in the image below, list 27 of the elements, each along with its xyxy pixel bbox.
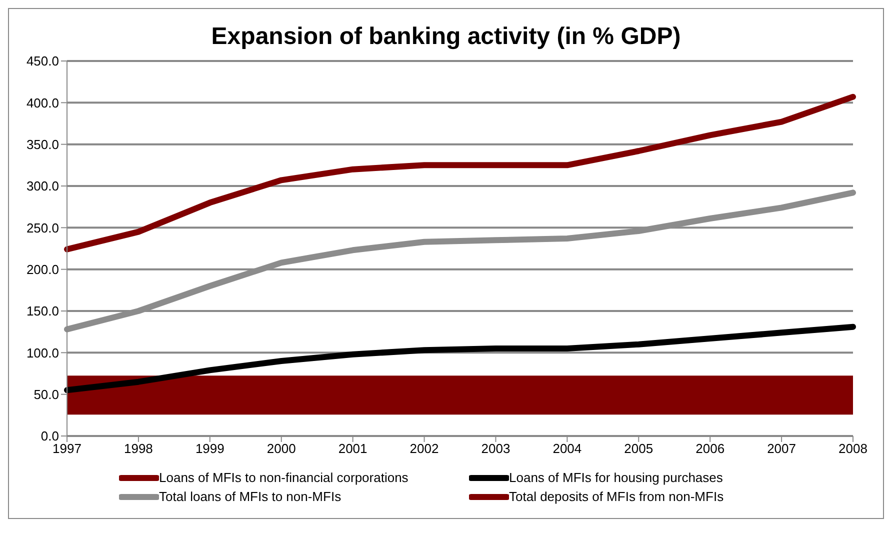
x-tick-label: 2001 xyxy=(338,441,368,456)
y-tick-label: 0.0 xyxy=(40,428,59,444)
y-tick-label: 300.0 xyxy=(26,178,59,194)
legend-label: Total loans of MFIs to non-MFIs xyxy=(159,489,342,504)
y-tick-label: 200.0 xyxy=(26,262,59,277)
x-tick-label: 2008 xyxy=(838,441,868,456)
x-tick-label: 2003 xyxy=(481,441,510,456)
y-tick-label: 100.0 xyxy=(26,345,59,360)
legend-label: Loans of MFIs to non-financial corporations xyxy=(159,470,408,485)
x-tick-label: 2000 xyxy=(266,441,296,456)
y-tick-label: 450.0 xyxy=(26,54,59,69)
x-tick-label: 2007 xyxy=(767,441,796,456)
x-tick-label: 2005 xyxy=(624,441,654,456)
x-tick-label: 1997 xyxy=(52,441,82,456)
y-tick-label: 150.0 xyxy=(26,304,59,319)
x-tick-label: 2004 xyxy=(552,441,582,456)
y-tick-label: 400.0 xyxy=(26,95,59,110)
legend-label: Loans of MFIs for housing purchases xyxy=(509,470,723,485)
x-tick-label: 1999 xyxy=(195,441,224,456)
x-tick-label: 2002 xyxy=(410,441,439,456)
y-tick-label: 350.0 xyxy=(26,136,59,152)
legend-label: Total deposits of MFIs from non-MFIs xyxy=(509,489,724,504)
y-tick-label: 50.0 xyxy=(34,386,59,402)
y-tick-label: 250.0 xyxy=(26,220,59,236)
chart-title: Expansion of banking activity (in % GDP) xyxy=(210,23,682,51)
x-tick-label: 2006 xyxy=(696,441,725,456)
x-tick-label: 1998 xyxy=(124,441,153,456)
